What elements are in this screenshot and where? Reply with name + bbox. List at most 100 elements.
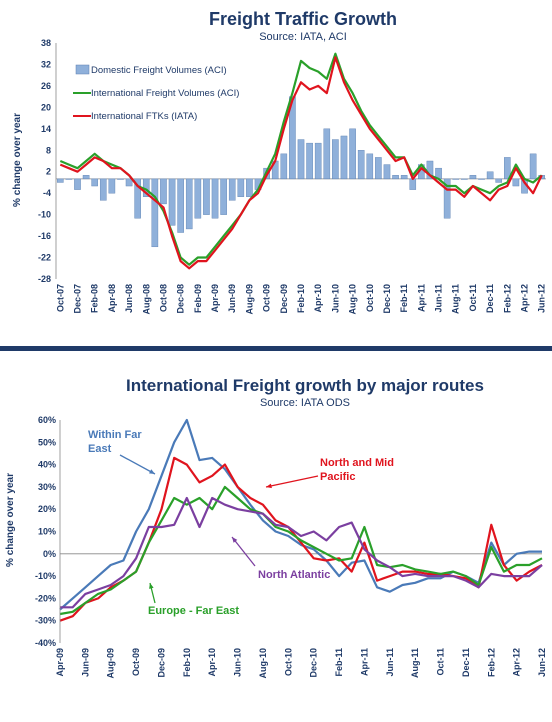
- annotation-arrowhead-europe-far-east: [149, 583, 154, 589]
- annotation-north-atlantic: North Atlantic: [258, 569, 330, 581]
- annotation-arrowhead-north-mid-pacific: [266, 483, 272, 489]
- domestic-volume-bar: [203, 178, 210, 215]
- y-tick-label: 20%: [38, 504, 56, 514]
- section-divider: [0, 346, 552, 351]
- legend-swatch-domestic: [75, 64, 90, 75]
- domestic-volume-bar: [443, 178, 451, 219]
- x-tick-label-dec-10: Dec-10: [382, 284, 392, 314]
- domestic-volume-bar: [151, 178, 159, 248]
- x-tick-label-dec-08: Dec-08: [176, 284, 186, 314]
- x-tick-label-apr-12: Apr-12: [520, 284, 530, 313]
- x-tick-label-oct-09: Oct-09: [131, 648, 141, 676]
- y-tick-label: 0%: [43, 549, 56, 559]
- x-tick-label-oct-11: Oct-11: [468, 284, 478, 312]
- y-tick-label: 14: [41, 124, 51, 134]
- y-tick-label: 8: [46, 145, 51, 155]
- y-tick-label: 50%: [38, 437, 56, 447]
- y-tick-label: 26: [41, 81, 51, 91]
- chart2-subtitle: Source: IATA ODS: [260, 397, 350, 409]
- x-tick-label-feb-09: Feb-09: [193, 284, 203, 313]
- annotation-arrowhead-north-atlantic: [232, 537, 238, 543]
- y-tick-label: 32: [41, 59, 51, 69]
- domestic-volume-bar: [486, 171, 494, 180]
- chart1-lines: [59, 52, 543, 270]
- y-tick-label: 60%: [38, 415, 56, 425]
- annotation-europe-far-east: Europe - Far East: [148, 605, 239, 617]
- x-tick-label-oct-09: Oct-09: [262, 284, 272, 312]
- x-tick-label-feb-11: Feb-11: [334, 648, 344, 677]
- chart2-axes: 60%50%40%30%20%10%0%-10%-20%-30%-40%Apr-…: [35, 415, 547, 679]
- domestic-volume-bar: [228, 178, 236, 201]
- annotation-arrow-north-atlantic: [231, 536, 256, 567]
- domestic-volume-bar: [297, 139, 305, 180]
- y-tick-label: -28: [38, 274, 51, 284]
- y-tick-label: -16: [38, 231, 51, 241]
- domestic-volume-bar: [211, 178, 219, 219]
- x-tick-label-jun-10: Jun-10: [233, 648, 243, 677]
- x-tick-label-dec-07: Dec-07: [72, 284, 82, 314]
- domestic-volume-bar: [74, 178, 81, 190]
- x-tick-label-aug-10: Aug-10: [258, 648, 268, 679]
- chart2-annotations: Within Far East North and Mid Pacific North …: [88, 429, 394, 617]
- y-tick-label: 2: [46, 167, 51, 177]
- chart2-lines: [59, 418, 543, 622]
- x-tick-label-jun-09: Jun-09: [80, 648, 90, 677]
- x-tick-label-oct-10: Oct-10: [283, 648, 293, 676]
- x-tick-label-jun-11: Jun-11: [385, 648, 395, 677]
- x-tick-label-apr-11: Apr-11: [359, 648, 369, 676]
- x-tick-label-aug-09: Aug-09: [106, 648, 116, 679]
- x-tick-label-apr-10: Apr-10: [207, 648, 217, 677]
- x-tick-label-feb-12: Feb-12: [486, 648, 496, 677]
- domestic-volume-bar: [237, 178, 245, 197]
- domestic-volume-bar: [349, 128, 356, 180]
- north-atlantic-line: [60, 496, 543, 609]
- domestic-volume-bar: [392, 175, 399, 180]
- y-tick-label: 10%: [38, 527, 56, 537]
- domestic-volume-bar: [99, 178, 107, 201]
- x-tick-label-oct-11: Oct-11: [436, 648, 446, 676]
- annotation-arrowhead-within-far-east: [149, 469, 155, 474]
- domestic-volume-bar: [280, 153, 288, 180]
- domestic-volume-bar: [306, 142, 313, 180]
- annotation-arrow-within-far-east: [119, 454, 156, 475]
- domestic-volume-bar: [332, 139, 339, 180]
- domestic-volume-bar: [478, 178, 485, 180]
- x-tick-label-apr-09: Apr-09: [210, 284, 220, 313]
- domestic-volume-bar: [246, 178, 253, 197]
- x-tick-label-dec-11: Dec-11: [461, 648, 471, 677]
- annotation-north-mid-pacific: North and Mid Pacific: [320, 457, 394, 483]
- annotation-arrow-north-mid-pacific: [265, 475, 319, 488]
- x-tick-label-feb-11: Feb-11: [399, 284, 409, 313]
- domestic-volume-bar: [220, 178, 227, 215]
- domestic-volume-bar: [185, 178, 193, 230]
- domestic-volume-bar: [194, 178, 202, 219]
- y-tick-label: -10: [38, 210, 51, 220]
- x-tick-label-jun-11: Jun-11: [434, 284, 444, 313]
- annotation-within-far-east: Within Far East: [88, 429, 142, 455]
- x-tick-label-jun-10: Jun-10: [330, 284, 340, 313]
- europe-far-east-line: [59, 485, 543, 616]
- domestic-volume-bar: [366, 153, 374, 180]
- x-tick-label-aug-08: Aug-08: [141, 284, 151, 315]
- x-tick-label-apr-12: Apr-12: [512, 648, 522, 677]
- x-tick-label-dec-09: Dec-09: [156, 648, 166, 678]
- domestic-volume-bar: [452, 178, 460, 180]
- domestic-volume-bar: [134, 178, 141, 219]
- x-tick-label-oct-10: Oct-10: [365, 284, 375, 312]
- domestic-volume-bar: [400, 175, 408, 180]
- x-tick-label-dec-10: Dec-10: [309, 648, 319, 678]
- y-tick-label: 40%: [38, 460, 56, 470]
- chart1-subtitle: Source: IATA, ACI: [259, 31, 347, 43]
- domestic-volume-bar: [168, 178, 176, 226]
- y-tick-label: -20%: [35, 593, 56, 603]
- chart1-axes: 38 32 26 20 14 8 2 -4 -10 -16 -22 -28 Oct-07 Dec-07 Fe…: [38, 38, 547, 315]
- x-tick-label-aug-11: Aug-11: [451, 284, 461, 314]
- domestic-volume-bar: [314, 142, 322, 180]
- y-tick-label: -40%: [35, 638, 56, 648]
- y-tick-label: -10%: [35, 571, 56, 581]
- domestic-volume-bar: [160, 178, 167, 205]
- x-tick-label-apr-08: Apr-08: [107, 284, 117, 313]
- domestic-volume-bar: [57, 178, 64, 183]
- domestic-volume-bar: [65, 178, 73, 180]
